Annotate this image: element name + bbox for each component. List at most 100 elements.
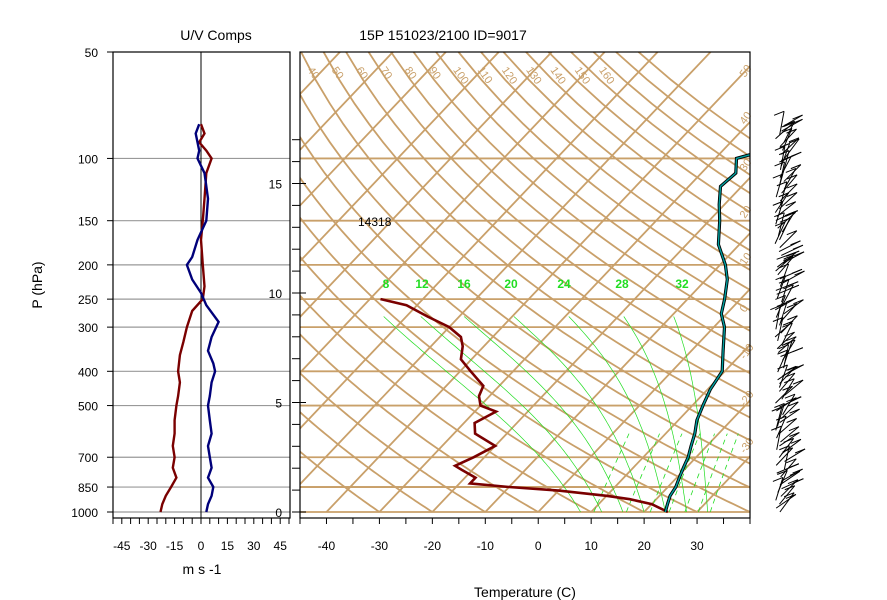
top-edge-label: 110 (475, 65, 495, 86)
top-edge-label: 70 (377, 65, 394, 82)
mixing-ratio-label: 28 (615, 277, 629, 291)
right-edge-label: 40 (738, 110, 755, 127)
isotherm (300, 52, 500, 263)
wind-barb-flag (793, 299, 804, 305)
temp-xtick-label: -20 (424, 539, 442, 553)
wind-barb-flag (792, 114, 803, 120)
wind-barb (780, 143, 791, 167)
top-edge-label: 60 (353, 65, 370, 82)
mixing-ratio-label: 8 (383, 277, 390, 291)
height-tick-label: 15 (269, 178, 283, 192)
mixing-ratio-line (668, 433, 701, 513)
wind-barb-flag (792, 347, 804, 353)
uv-ytick-label: 250 (78, 293, 98, 307)
wind-barb (784, 138, 800, 159)
wind-barb-flag (785, 494, 797, 499)
uv-ylabel: P (hPa) (29, 261, 45, 308)
wind-barb (780, 315, 798, 334)
temperature-trace (664, 153, 750, 513)
wind-barb (781, 378, 795, 400)
uv-xtick-label: -15 (166, 539, 184, 553)
wind-barb (779, 111, 785, 135)
uv-ytick-label: 400 (78, 365, 98, 379)
wind-barb (777, 349, 788, 373)
mixing-ratio-line (649, 433, 683, 513)
dewpoint-trace (380, 297, 669, 514)
wind-barb-flag (794, 448, 806, 454)
wind-barb-flag (786, 128, 797, 134)
isotherm (590, 343, 750, 513)
moist-adiabat (623, 316, 687, 513)
mixing-ratio-label: 12 (415, 277, 429, 291)
uv-xtick-label: -30 (140, 539, 158, 553)
wind-barb-flag (786, 418, 797, 423)
wind-barb (784, 379, 804, 396)
wind-barb-flag (786, 458, 797, 464)
right-edge-label: 30 (738, 157, 755, 174)
wind-barb (779, 230, 798, 248)
dry-adiabat (300, 450, 380, 513)
wind-barb-flag (787, 365, 798, 371)
wind-barb (775, 447, 794, 466)
wind-barb (775, 122, 794, 140)
moist-adiabat (420, 316, 603, 513)
wind-barb-flag (791, 268, 803, 274)
uv-xlabel: m s -1 (183, 561, 222, 577)
isotherm (749, 510, 750, 512)
temp-xtick-label: 30 (690, 539, 704, 553)
wind-barb (779, 432, 800, 447)
wind-barb-flag (787, 479, 799, 485)
moist-adiabat (513, 316, 645, 513)
wind-barb-flag (784, 393, 796, 399)
wind-barb-flag (792, 118, 803, 124)
wind-barb (776, 251, 797, 268)
wind-barb (781, 137, 800, 155)
wind-barb-flag (789, 408, 800, 414)
top-edge-label: 50 (329, 65, 346, 82)
wind-barb (782, 393, 796, 416)
uv-xtick-label: 15 (221, 539, 235, 553)
wind-barb-flag (786, 336, 797, 342)
wind-barb (775, 201, 784, 225)
uv-ytick-label: 1000 (71, 506, 98, 520)
wind-barb (781, 438, 802, 455)
uv-series-line (185, 123, 220, 513)
wind-barb (776, 201, 797, 217)
uv-xtick-label: -45 (113, 539, 131, 553)
wind-barb (779, 192, 798, 210)
top-edge-label: 40 (305, 65, 322, 82)
dry-adiabat (300, 371, 486, 513)
dry-adiabat (367, 52, 750, 375)
wind-barb-flag (794, 270, 805, 276)
wind-barb (777, 470, 788, 493)
wind-barb-flag (793, 251, 805, 257)
mixing-ratio-line (698, 433, 728, 513)
temp-xtick-label: -30 (371, 539, 389, 553)
height-tick-label: 5 (275, 397, 282, 411)
wind-barb-flag (788, 463, 800, 469)
wind-barb (774, 297, 797, 311)
wind-barb-flag (786, 192, 798, 197)
wind-barb-flag (785, 167, 797, 173)
top-edge-label: 120 (499, 65, 519, 87)
wind-barb (781, 118, 803, 132)
uv-xtick-label: 0 (198, 539, 205, 553)
wind-barb-flag (793, 478, 804, 484)
wind-barb (778, 418, 797, 435)
uv-ytick-label: 700 (78, 451, 98, 465)
wind-barb-flag (783, 122, 794, 128)
wind-barb (778, 438, 795, 458)
dry-adiabat (345, 52, 750, 397)
wind-barb (776, 403, 785, 427)
dry-adiabat (322, 52, 750, 419)
wind-barb-flag (783, 284, 794, 290)
wind-barb-flag (791, 151, 802, 157)
dry-adiabat (525, 52, 750, 233)
wind-barb-flag (788, 137, 800, 143)
wind-barb-flag (789, 250, 800, 256)
uv-xtick-label: 30 (247, 539, 261, 553)
dry-adiabat (300, 255, 645, 513)
wind-barb (775, 494, 797, 509)
height-annotation: 14318 (358, 215, 392, 229)
dry-adiabat (300, 176, 750, 513)
